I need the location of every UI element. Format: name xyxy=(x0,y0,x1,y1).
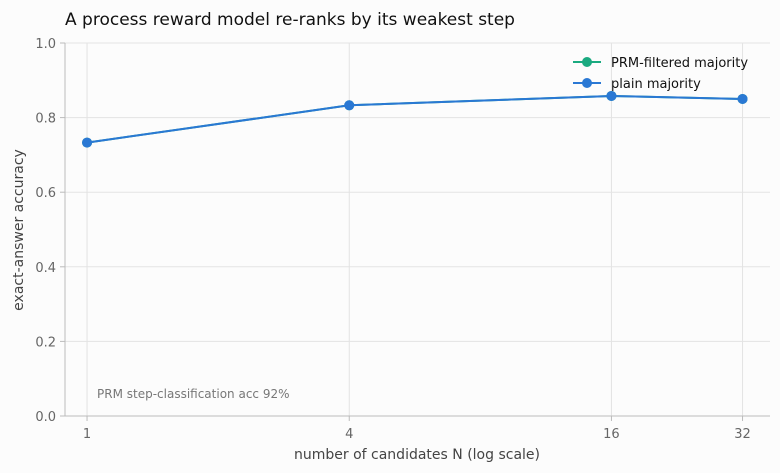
x-axis-label: number of candidates N (log scale) xyxy=(294,447,540,463)
y-tick-label: 0.6 xyxy=(35,186,56,201)
data-point xyxy=(344,100,355,111)
series-0 xyxy=(82,90,748,148)
x-tick-label: 32 xyxy=(734,427,751,442)
data-point xyxy=(737,93,748,104)
grid xyxy=(65,42,770,417)
series-line xyxy=(86,94,743,144)
data-point xyxy=(606,90,617,101)
series-1 xyxy=(82,90,748,148)
data-point xyxy=(82,137,93,148)
legend-marker xyxy=(582,57,592,67)
x-tick-label: 16 xyxy=(603,427,620,442)
y-tick-label: 0.0 xyxy=(35,410,56,425)
axes: 0.0 0.2 0.4 0.6 0.8 1.0 1 4 16 32 xyxy=(35,37,770,442)
chart-title: A process reward model re-ranks by its w… xyxy=(65,10,515,30)
legend-item: PRM-filtered majority xyxy=(573,56,748,71)
series xyxy=(82,90,748,148)
legend: PRM-filtered majority plain majority xyxy=(573,56,748,92)
legend-item: plain majority xyxy=(573,77,701,92)
x-tick-label: 1 xyxy=(83,427,91,442)
x-tick-label: 4 xyxy=(345,427,353,442)
annotation: PRM step-classification acc 92% xyxy=(97,387,290,401)
legend-label: plain majority xyxy=(611,77,701,92)
y-axis-label: exact-answer accuracy xyxy=(11,149,27,311)
y-tick-label: 1.0 xyxy=(35,37,56,52)
y-tick-label: 0.8 xyxy=(35,112,56,127)
legend-label: PRM-filtered majority xyxy=(611,56,748,71)
y-tick-label: 0.4 xyxy=(35,261,56,276)
legend-marker xyxy=(582,78,592,88)
y-tick-label: 0.2 xyxy=(35,335,56,350)
